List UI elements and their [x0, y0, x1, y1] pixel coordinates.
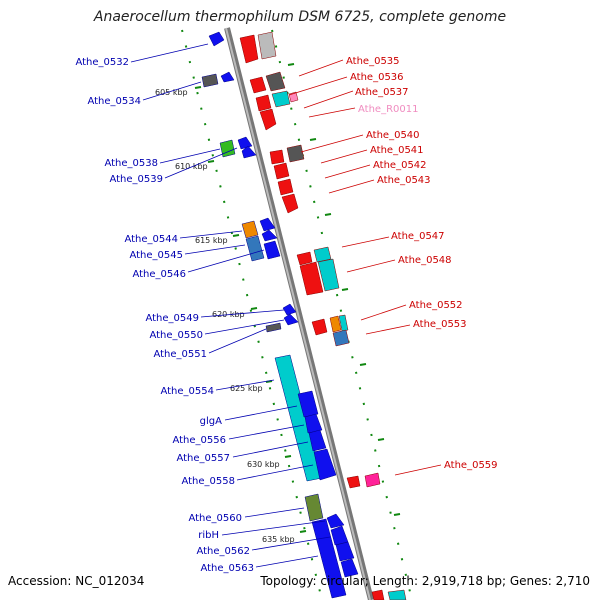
gene-athe-0559-b[interactable]	[364, 472, 381, 488]
leader-lines-right	[288, 59, 442, 476]
gene-label[interactable]: Athe_0558	[181, 476, 235, 487]
gene-labels-left: Athe_0532 Athe_0534 Athe_0538 Athe_0539 …	[75, 57, 254, 574]
scale-label: 605 kbp	[155, 88, 188, 97]
gene-label[interactable]: Athe_0552	[409, 300, 463, 311]
gene-athe-0539-b[interactable]	[241, 145, 257, 159]
gene-athe-0552-b[interactable]	[329, 315, 342, 333]
gene-labels-right: Athe_0535 Athe_0536 Athe_0537 Athe_R0011…	[346, 56, 498, 471]
gene-label[interactable]: Athe_0556	[172, 435, 226, 446]
gene-athe-0541[interactable]	[286, 144, 305, 163]
gene-label[interactable]: Athe_0537	[355, 87, 409, 98]
gene-label[interactable]: Athe_0549	[145, 313, 199, 324]
gene-label[interactable]: Athe_0536	[350, 72, 404, 83]
gene-athe-0548-b[interactable]	[317, 258, 340, 292]
gene-athe-0542[interactable]	[273, 162, 290, 180]
gene-ribh[interactable]	[326, 513, 345, 529]
gene-athe-0546-c[interactable]	[263, 240, 281, 260]
leader-lines-left	[130, 43, 331, 568]
gene-athe-0533[interactable]	[239, 34, 259, 64]
gene-athe-0556[interactable]	[304, 413, 323, 434]
gene-label[interactable]: Athe_0534	[87, 96, 141, 107]
gene-athe-0532[interactable]	[208, 31, 225, 47]
gene-label[interactable]: Athe_0554	[160, 386, 214, 397]
gene-label[interactable]: Athe_0551	[153, 349, 207, 360]
gene-athe-0540[interactable]	[269, 149, 285, 165]
gene-label[interactable]: Athe_0559	[444, 460, 498, 471]
gene-label[interactable]: Athe_0557	[176, 453, 230, 464]
gene-athe-0546-b[interactable]	[261, 229, 278, 242]
gene-athe-0534-a[interactable]	[201, 73, 219, 88]
scale-label: 630 kbp	[247, 460, 280, 469]
gene-athe-0545[interactable]	[245, 235, 265, 262]
gene-label[interactable]: Athe_0562	[196, 546, 250, 557]
gene-athe-0550[interactable]	[283, 313, 299, 326]
gene-athe-0538[interactable]	[219, 139, 236, 158]
gene-label[interactable]: Athe_0545	[129, 250, 183, 261]
gene-label[interactable]: Athe_0543	[377, 175, 431, 186]
gene-label[interactable]: Athe_0546	[132, 269, 186, 280]
genome-stats-text: Topology: circular; Length: 2,919,718 bp…	[260, 574, 590, 588]
gene-label[interactable]: Athe_0563	[200, 563, 254, 574]
gene-label[interactable]: Athe_0544	[124, 234, 178, 245]
tick-rings	[181, 29, 413, 600]
genome-backbone	[224, 27, 374, 600]
gene-label[interactable]: Athe_0560	[188, 513, 242, 524]
gene-label[interactable]: Athe_0540	[366, 130, 420, 141]
gene-athe-0552-a[interactable]	[311, 318, 328, 336]
scale-label: 625 kbp	[230, 384, 263, 393]
gene-label[interactable]: Athe_0535	[346, 56, 400, 67]
gene-athe-0534-b[interactable]	[220, 71, 235, 83]
gene-label[interactable]: Athe_R0011	[358, 104, 418, 115]
map-title: Anaerocellum thermophilum DSM 6725, comp…	[93, 9, 507, 25]
gene-athe-0563-b[interactable]	[335, 541, 355, 562]
gene-athe-0551[interactable]	[265, 322, 282, 333]
gene-athe-0553[interactable]	[332, 329, 350, 347]
gene-athe-0547-b[interactable]	[313, 246, 332, 263]
accession-text: Accession: NC_012034	[8, 574, 145, 588]
gene-label[interactable]: ribH	[198, 530, 219, 541]
gene-label[interactable]: Athe_0547	[391, 231, 445, 242]
scale-label: 610 kbp	[175, 162, 208, 171]
gene-label[interactable]: Athe_0538	[104, 158, 158, 169]
gene-label[interactable]: Athe_0542	[373, 160, 427, 171]
gene-athe-0559-a[interactable]	[346, 475, 361, 489]
major-ticks	[194, 63, 401, 533]
gene-athe-0533-grey[interactable]	[257, 31, 277, 60]
gene-athe-0564-a[interactable]	[371, 589, 385, 600]
gene-athe-0535[interactable]	[265, 71, 286, 92]
gene-label[interactable]: Athe_0548	[398, 255, 452, 266]
gene-athe-0560[interactable]	[304, 493, 324, 522]
gene-athe-0564-b[interactable]	[387, 589, 407, 600]
gene-athe-0549[interactable]	[282, 303, 297, 316]
gene-athe-0562[interactable]	[330, 525, 349, 546]
gene-athe-0543-a[interactable]	[277, 178, 294, 196]
scale-label: 635 kbp	[262, 535, 295, 544]
gene-athe-0536[interactable]	[271, 90, 291, 108]
gene-athe-0552-c[interactable]	[338, 314, 349, 332]
gene-athe-0537-c[interactable]	[259, 108, 277, 131]
gene-label[interactable]: Athe_0532	[75, 57, 129, 68]
gene-athe-0537-a[interactable]	[249, 76, 267, 94]
gene-athe-0547-a[interactable]	[296, 251, 313, 266]
gene-athe-0563-c[interactable]	[340, 558, 359, 578]
gene-athe-0548-a[interactable]	[299, 261, 324, 296]
gene-label[interactable]: Athe_0541	[370, 145, 424, 156]
gene-athe-0546-a[interactable]	[259, 217, 276, 232]
gene-athe-0539-a[interactable]	[237, 136, 253, 150]
gene-glga[interactable]	[297, 390, 319, 418]
gene-label[interactable]: Athe_0539	[109, 174, 163, 185]
gene-athe-0543-b[interactable]	[281, 193, 299, 214]
gene-label[interactable]: glgA	[200, 416, 222, 427]
scale-label: 615 kbp	[195, 236, 228, 245]
reverse-genes	[239, 31, 407, 600]
gene-athe-0544[interactable]	[241, 220, 259, 239]
gene-label[interactable]: Athe_0553	[413, 319, 467, 330]
gene-athe-0537-b[interactable]	[255, 94, 272, 112]
gene-athe-0557[interactable]	[308, 429, 327, 452]
gene-label[interactable]: Athe_0550	[149, 330, 203, 341]
gene-athe-0558[interactable]	[313, 448, 337, 481]
